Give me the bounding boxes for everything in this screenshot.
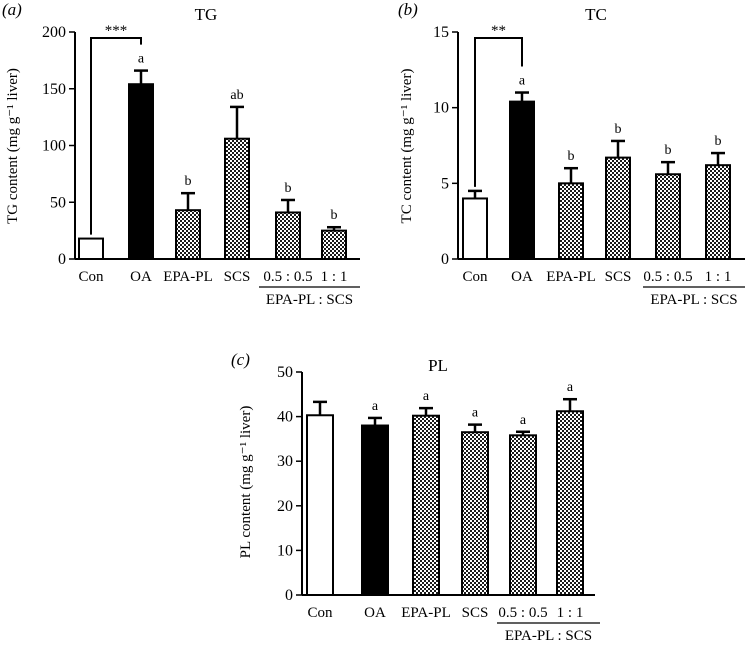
- category-label: 0.5 : 0.5: [263, 269, 312, 285]
- group-label: EPA-PL : SCS: [505, 628, 592, 644]
- y-tick-label: 10: [433, 100, 449, 117]
- significance-label: b: [665, 143, 672, 158]
- significance-bracket: [474, 37, 523, 187]
- significance-stars: **: [491, 23, 506, 39]
- category-label: Con: [462, 269, 488, 285]
- chart-title: PL: [428, 356, 448, 375]
- y-tick-label: 150: [42, 81, 66, 98]
- y-tick-label: 10: [277, 542, 293, 559]
- significance-label: a: [472, 406, 479, 421]
- chart-title: TC: [585, 5, 607, 24]
- y-tick-label: 5: [441, 175, 449, 192]
- category-label: EPA-PL: [401, 605, 450, 621]
- bar: [462, 197, 488, 260]
- y-tick-label: 50: [277, 364, 293, 381]
- category-label: OA: [364, 605, 386, 621]
- bar: [605, 156, 631, 261]
- significance-bracket: [90, 37, 142, 235]
- y-tick-label: 40: [277, 409, 293, 426]
- panel-c: (c) PL PL content (mg g⁻¹ liver) 0 10 20 30…: [231, 350, 600, 644]
- y-tick-label: 50: [50, 194, 66, 211]
- y-tick-label: 100: [42, 138, 66, 155]
- group-label: EPA-PL : SCS: [266, 292, 353, 308]
- significance-stars: ***: [105, 23, 128, 39]
- significance-label: b: [331, 208, 338, 223]
- significance-label: a: [520, 413, 527, 428]
- y-tick-label: 30: [277, 453, 293, 470]
- category-label: OA: [511, 269, 533, 285]
- category-label: 1 : 1: [557, 605, 584, 621]
- significance-label: a: [519, 74, 526, 89]
- bar: [558, 182, 584, 260]
- category-label: Con: [307, 605, 333, 621]
- category-label: SCS: [224, 269, 251, 285]
- bar: [321, 229, 347, 260]
- significance-label: b: [615, 122, 622, 137]
- category-label: 1 : 1: [321, 269, 348, 285]
- y-tick-label: 15: [433, 24, 449, 41]
- category-label: EPA-PL: [546, 269, 595, 285]
- bar: [556, 410, 584, 596]
- panel-letter: (a): [2, 0, 22, 19]
- bar: [461, 431, 489, 596]
- bar: [78, 237, 104, 261]
- significance-label: b: [285, 181, 292, 196]
- category-label: EPA-PL: [163, 269, 212, 285]
- bar: [705, 164, 731, 261]
- category-label: SCS: [605, 269, 632, 285]
- significance-label: ab: [230, 88, 243, 103]
- panel-letter: (b): [398, 0, 418, 19]
- panel-b: (b) TC TC content (mg g⁻¹ liver) 0 5 10 15 C…: [398, 0, 745, 308]
- y-tick-label: 0: [58, 251, 66, 268]
- y-tick-label: 0: [285, 587, 293, 604]
- panel-a: (a) TG TG content (mg g⁻¹ liver) 0 50 100 1…: [2, 0, 360, 308]
- category-label: 0.5 : 0.5: [643, 269, 692, 285]
- category-label: Con: [78, 269, 104, 285]
- significance-label: b: [185, 174, 192, 189]
- panel-letter: (c): [231, 350, 250, 369]
- bar: [655, 173, 681, 260]
- category-label: 0.5 : 0.5: [498, 605, 547, 621]
- y-axis-label: TG content (mg g⁻¹ liver): [5, 68, 21, 224]
- y-axis-label: TC content (mg g⁻¹ liver): [399, 69, 415, 224]
- chart-title: TG: [195, 5, 218, 24]
- bar: [224, 137, 250, 260]
- bar: [412, 414, 440, 597]
- significance-label: a: [372, 399, 379, 414]
- significance-label: a: [423, 389, 430, 404]
- bar: [306, 414, 334, 596]
- significance-label: a: [138, 52, 145, 67]
- bar: [509, 100, 535, 261]
- bar: [175, 209, 201, 261]
- category-label: OA: [130, 269, 152, 285]
- bar: [509, 434, 537, 596]
- y-tick-label: 20: [277, 498, 293, 515]
- significance-label: a: [567, 380, 574, 395]
- significance-label: b: [715, 134, 722, 149]
- significance-label: b: [568, 149, 575, 164]
- y-tick-label: 0: [441, 251, 449, 268]
- group-label: EPA-PL : SCS: [650, 292, 737, 308]
- y-axis-label: PL content (mg g⁻¹ liver): [238, 406, 254, 559]
- bar: [361, 424, 389, 596]
- category-label: SCS: [462, 605, 489, 621]
- bar: [275, 211, 301, 260]
- category-label: 1 : 1: [705, 269, 732, 285]
- bar: [128, 83, 154, 260]
- y-tick-label: 200: [42, 24, 66, 41]
